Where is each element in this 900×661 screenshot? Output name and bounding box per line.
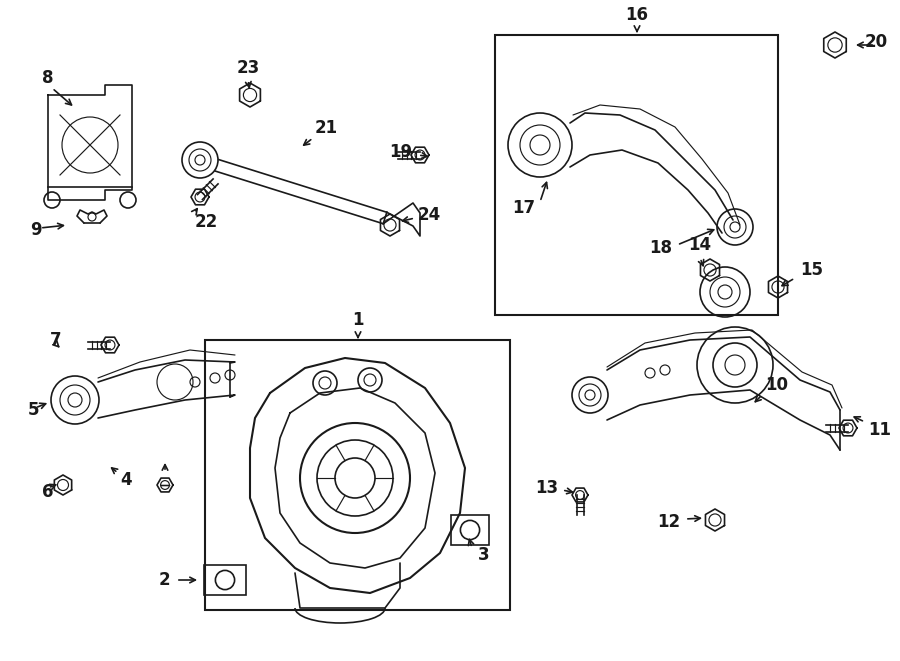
Text: 8: 8: [42, 69, 53, 87]
Text: 15: 15: [800, 261, 823, 279]
Bar: [204, 565, 246, 595]
Text: 19: 19: [389, 143, 412, 161]
Text: 7: 7: [50, 331, 61, 349]
Text: 11: 11: [868, 421, 891, 439]
Text: 16: 16: [626, 6, 649, 24]
Bar: [451, 515, 489, 545]
Text: 10: 10: [765, 376, 788, 394]
Text: 24: 24: [418, 206, 441, 224]
Text: 14: 14: [688, 236, 712, 254]
Text: 20: 20: [865, 33, 888, 51]
Text: 22: 22: [195, 213, 218, 231]
Text: 23: 23: [237, 59, 259, 77]
Text: 6: 6: [42, 483, 53, 501]
Text: 13: 13: [535, 479, 558, 497]
Text: 12: 12: [657, 513, 680, 531]
Bar: [495, 35, 778, 315]
Text: 3: 3: [478, 546, 490, 564]
Text: 1: 1: [352, 311, 364, 329]
Text: 2: 2: [158, 571, 170, 589]
Bar: [205, 340, 510, 610]
Text: 4: 4: [120, 471, 131, 489]
Text: 21: 21: [315, 119, 338, 137]
Text: 5: 5: [28, 401, 40, 419]
Text: 18: 18: [649, 239, 672, 257]
Text: 9: 9: [30, 221, 41, 239]
Text: 17: 17: [512, 199, 535, 217]
